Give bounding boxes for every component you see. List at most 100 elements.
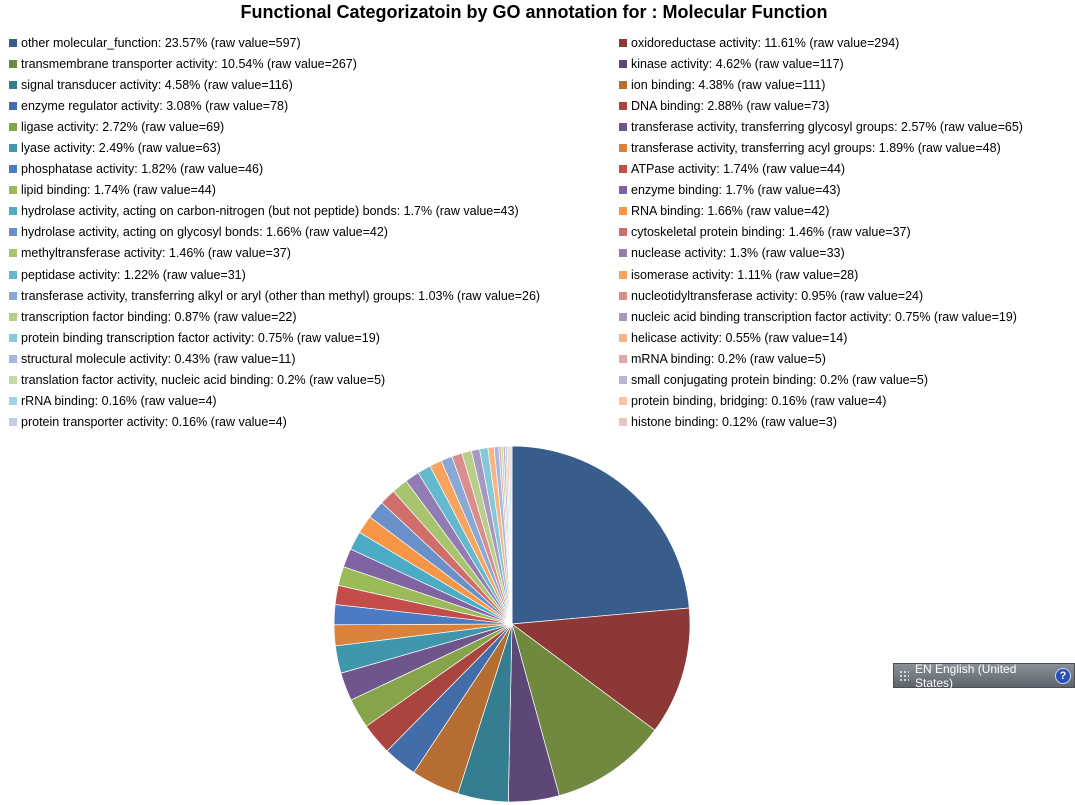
legend-item: oxidoreductase activity: 11.61% (raw val… [619, 32, 1023, 53]
legend-item: structural molecule activity: 0.43% (raw… [9, 348, 540, 369]
legend-item: other molecular_function: 23.57% (raw va… [9, 32, 540, 53]
legend-swatch [619, 397, 627, 406]
legend-left-column: other molecular_function: 23.57% (raw va… [9, 32, 540, 433]
legend-label: mRNA binding: 0.2% (raw value=5) [631, 351, 826, 366]
legend-swatch [619, 270, 627, 279]
legend-swatch [619, 59, 627, 68]
grip-icon[interactable] [899, 669, 909, 682]
legend-item: lyase activity: 2.49% (raw value=63) [9, 137, 540, 158]
legend-swatch [619, 186, 627, 195]
legend-item: ligase activity: 2.72% (raw value=69) [9, 116, 540, 137]
legend-swatch [619, 376, 627, 385]
legend-label: protein binding transcription factor act… [21, 330, 380, 345]
legend-item: transferase activity, transferring alkyl… [9, 285, 540, 306]
legend-swatch [9, 165, 17, 174]
legend-label: oxidoreductase activity: 11.61% (raw val… [631, 35, 900, 50]
legend-swatch [9, 186, 17, 195]
legend-label: hydrolase activity, acting on glycosyl b… [21, 225, 388, 240]
legend-item: enzyme binding: 1.7% (raw value=43) [619, 180, 1023, 201]
legend-item: protein binding, bridging: 0.16% (raw va… [619, 391, 1023, 412]
language-label[interactable]: EN English (United States) [915, 661, 1017, 690]
legend-swatch [619, 228, 627, 237]
legend-item: hydrolase activity, acting on carbon-nit… [9, 201, 540, 222]
legend-swatch [619, 122, 627, 131]
legend-swatch [9, 270, 17, 279]
legend-item: enzyme regulator activity: 3.08% (raw va… [9, 95, 540, 116]
legend-item: signal transducer activity: 4.58% (raw v… [9, 74, 540, 95]
legend-label: helicase activity: 0.55% (raw value=14) [631, 330, 848, 345]
legend-swatch [9, 207, 17, 216]
legend-item: nucleic acid binding transcription facto… [619, 306, 1023, 327]
legend-item: ion binding: 4.38% (raw value=111) [619, 74, 1023, 95]
legend-swatch [9, 312, 17, 321]
legend-item: cytoskeletal protein binding: 1.46% (raw… [619, 222, 1023, 243]
pie-slice [511, 607, 691, 731]
legend-label: hydrolase activity, acting on carbon-nit… [21, 204, 519, 219]
legend-label: histone binding: 0.12% (raw value=3) [631, 415, 838, 430]
legend-label: RNA binding: 1.66% (raw value=42) [631, 204, 830, 219]
legend-label: protein transporter activity: 0.16% (raw… [21, 415, 287, 430]
legend-item: rRNA binding: 0.16% (raw value=4) [9, 391, 540, 412]
legend-label: lyase activity: 2.49% (raw value=63) [21, 141, 221, 156]
legend-item: protein transporter activity: 0.16% (raw… [9, 412, 540, 433]
legend-item: DNA binding: 2.88% (raw value=73) [619, 95, 1023, 116]
legend-label: phosphatase activity: 1.82% (raw value=4… [21, 162, 264, 177]
legend-label: methyltransferase activity: 1.46% (raw v… [21, 246, 291, 261]
legend-item: ATPase activity: 1.74% (raw value=44) [619, 159, 1023, 180]
legend-item: helicase activity: 0.55% (raw value=14) [619, 327, 1023, 348]
legend-right-column: oxidoreductase activity: 11.61% (raw val… [619, 32, 1023, 433]
legend-item: RNA binding: 1.66% (raw value=42) [619, 201, 1023, 222]
legend-label: transferase activity, transferring alkyl… [21, 288, 541, 303]
legend-item: transmembrane transporter activity: 10.5… [9, 53, 540, 74]
legend-label: translation factor activity, nucleic aci… [21, 373, 386, 388]
legend-label: nuclease activity: 1.3% (raw value=33) [631, 246, 845, 261]
legend-label: kinase activity: 4.62% (raw value=117) [631, 56, 844, 71]
help-icon[interactable]: ? [1055, 667, 1071, 684]
legend-label: lipid binding: 1.74% (raw value=44) [21, 183, 216, 198]
chart-title: Functional Categorizatoin by GO annotati… [240, 2, 828, 22]
legend-item: nucleotidyltransferase activity: 0.95% (… [619, 285, 1023, 306]
legend-item: histone binding: 0.12% (raw value=3) [619, 412, 1023, 433]
legend-label: nucleotidyltransferase activity: 0.95% (… [631, 288, 924, 303]
legend-item: methyltransferase activity: 1.46% (raw v… [9, 243, 540, 264]
legend-swatch [619, 333, 627, 342]
legend-item: small conjugating protein binding: 0.2% … [619, 370, 1023, 391]
legend-item: lipid binding: 1.74% (raw value=44) [9, 180, 540, 201]
legend-swatch [619, 418, 627, 427]
legend-item: transferase activity, transferring glyco… [619, 116, 1023, 137]
legend-label: nucleic acid binding transcription facto… [631, 309, 1017, 324]
legend-label: structural molecule activity: 0.43% (raw… [21, 351, 296, 366]
legend-item: hydrolase activity, acting on glycosyl b… [9, 222, 540, 243]
legend-label: rRNA binding: 0.16% (raw value=4) [21, 394, 217, 409]
legend-label: transmembrane transporter activity: 10.5… [21, 56, 357, 71]
legend-label: signal transducer activity: 4.58% (raw v… [21, 77, 293, 92]
legend-swatch [619, 354, 627, 363]
legend-swatch [619, 312, 627, 321]
legend-swatch [9, 354, 17, 363]
legend-swatch [9, 80, 17, 89]
legend-label: ATPase activity: 1.74% (raw value=44) [631, 162, 846, 177]
legend-swatch [619, 101, 627, 110]
legend-label: small conjugating protein binding: 0.2% … [631, 373, 929, 388]
legend-swatch [9, 228, 17, 237]
pie-slice [511, 445, 690, 625]
legend-label: other molecular_function: 23.57% (raw va… [21, 35, 301, 50]
legend-swatch [619, 80, 627, 89]
legend-item: nuclease activity: 1.3% (raw value=33) [619, 243, 1023, 264]
legend-swatch [9, 333, 17, 342]
legend-label: transferase activity, transferring acyl … [631, 141, 1001, 156]
legend-item: phosphatase activity: 1.82% (raw value=4… [9, 159, 540, 180]
legend-item: kinase activity: 4.62% (raw value=117) [619, 53, 1023, 74]
legend-label: enzyme binding: 1.7% (raw value=43) [631, 183, 841, 198]
legend-swatch [9, 38, 17, 47]
legend-swatch [619, 38, 627, 47]
legend-item: transcription factor binding: 0.87% (raw… [9, 306, 540, 327]
legend-swatch [619, 144, 627, 153]
legend-swatch [619, 165, 627, 174]
language-bar[interactable]: EN English (United States) ? [893, 661, 1075, 690]
legend-item: isomerase activity: 1.11% (raw value=28) [619, 264, 1023, 285]
legend-label: transcription factor binding: 0.87% (raw… [21, 309, 297, 324]
legend-swatch [9, 101, 17, 110]
legend-swatch [9, 397, 17, 406]
